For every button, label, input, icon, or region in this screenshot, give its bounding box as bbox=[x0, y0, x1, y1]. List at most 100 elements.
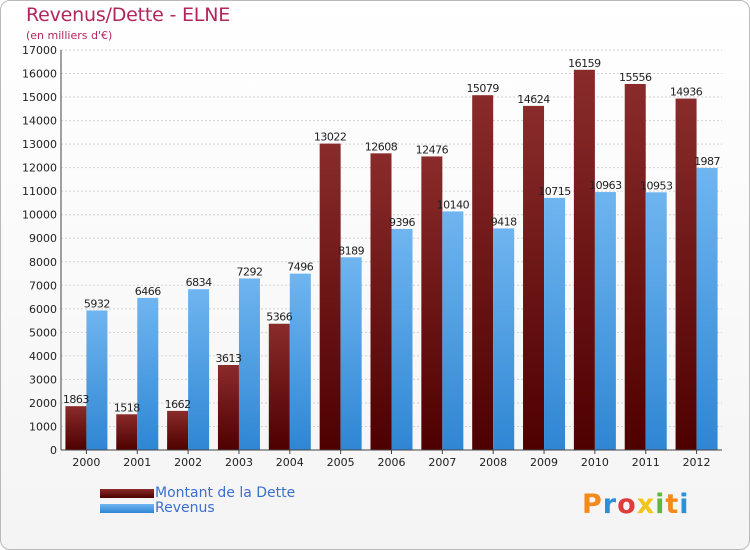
x-tick-label: 2001 bbox=[123, 456, 151, 469]
bar-label-debt: 15556 bbox=[619, 71, 652, 84]
bar-debt bbox=[65, 406, 87, 450]
bar-label-revenue: 9396 bbox=[389, 216, 415, 229]
y-tick-label: 9000 bbox=[29, 232, 57, 245]
bar-revenue bbox=[493, 228, 515, 450]
y-tick-label: 7000 bbox=[29, 279, 57, 292]
bar-revenue bbox=[544, 197, 566, 450]
logo-letter: i bbox=[655, 489, 666, 520]
bar-revenue bbox=[86, 310, 108, 450]
bar-label-revenue: 7496 bbox=[287, 261, 313, 274]
bar-revenue bbox=[594, 192, 616, 450]
y-tick-label: 1000 bbox=[29, 420, 57, 433]
x-tick-label: 2008 bbox=[479, 456, 507, 469]
legend-swatch-debt bbox=[100, 489, 154, 498]
y-tick-label: 10000 bbox=[22, 209, 57, 222]
bar-revenue bbox=[188, 289, 210, 450]
bar-label-revenue: 6466 bbox=[135, 285, 161, 298]
bar-revenue bbox=[442, 211, 464, 450]
bar-debt bbox=[573, 69, 595, 450]
bar-label-debt: 14624 bbox=[517, 93, 550, 106]
x-tick-label: 2007 bbox=[428, 456, 456, 469]
x-tick-label: 2012 bbox=[683, 456, 711, 469]
x-tick-label: 2005 bbox=[327, 456, 355, 469]
bar-revenue bbox=[137, 297, 159, 450]
y-tick-label: 3000 bbox=[29, 373, 57, 386]
y-tick-label: 17000 bbox=[22, 44, 57, 57]
bar-label-debt: 3613 bbox=[215, 352, 241, 365]
bar-label-revenue: 10715 bbox=[538, 185, 571, 198]
bar-label-debt: 12476 bbox=[416, 143, 449, 156]
legend-swatch-revenue bbox=[100, 504, 154, 513]
bar-debt bbox=[167, 410, 189, 450]
bar-debt bbox=[523, 105, 545, 450]
bar-label-revenue: 10953 bbox=[640, 179, 673, 192]
bar-revenue bbox=[238, 278, 260, 450]
bar-label-debt: 1863 bbox=[63, 393, 89, 406]
bar-debt bbox=[116, 414, 138, 450]
bar-debt bbox=[217, 364, 239, 450]
bar-revenue bbox=[340, 257, 362, 450]
x-tick-label: 2010 bbox=[581, 456, 609, 469]
x-tick-label: 2011 bbox=[632, 456, 660, 469]
legend-label-revenue: Revenus bbox=[155, 500, 215, 516]
bar-label-debt: 14936 bbox=[670, 86, 703, 99]
y-tick-label: 0 bbox=[50, 444, 57, 457]
x-tick-label: 2002 bbox=[174, 456, 202, 469]
logo-letter: P bbox=[582, 489, 603, 520]
axes bbox=[60, 50, 722, 451]
y-tick-label: 14000 bbox=[22, 115, 57, 128]
bar-debt bbox=[421, 156, 443, 450]
bar-label-debt: 15079 bbox=[466, 82, 499, 95]
proxiti-logo: Proxiti bbox=[582, 489, 690, 520]
bar-debt bbox=[268, 323, 290, 450]
bar-label-debt: 13022 bbox=[314, 131, 347, 144]
bar-labels: 1863 5932 1518 6466 1662 6834 3613 7292 5366 7496… bbox=[63, 57, 721, 414]
logo-letter: i bbox=[679, 489, 690, 520]
y-tick-label: 4000 bbox=[29, 350, 57, 363]
y-tick-label: 11000 bbox=[22, 185, 57, 198]
y-tick-label: 12000 bbox=[22, 162, 57, 175]
chart-subtitle: (en milliers d'€) bbox=[26, 29, 113, 42]
bar-revenue bbox=[645, 192, 667, 450]
logo-letter: t bbox=[665, 489, 680, 520]
bar-label-revenue: 9418 bbox=[491, 215, 517, 228]
bar-label-revenue: 8189 bbox=[338, 244, 364, 257]
bar-debt bbox=[472, 95, 494, 450]
x-tick-label: 2000 bbox=[72, 456, 100, 469]
y-tick-label: 2000 bbox=[29, 397, 57, 410]
y-tick-label: 13000 bbox=[22, 138, 57, 151]
bar-label-revenue: 10963 bbox=[589, 179, 622, 192]
bar-label-revenue: 1987 bbox=[694, 155, 720, 168]
logo-letter: o bbox=[617, 489, 637, 520]
y-tick-label: 6000 bbox=[29, 303, 57, 316]
y-tick-label: 8000 bbox=[29, 256, 57, 269]
bar-revenue bbox=[391, 228, 413, 450]
bar-label-revenue: 6834 bbox=[186, 276, 212, 289]
y-tick-label: 15000 bbox=[22, 91, 57, 104]
bar-revenue bbox=[289, 273, 311, 450]
chart-title: Revenus/Dette - ELNE bbox=[26, 4, 231, 26]
bar-debt bbox=[370, 153, 392, 450]
legend-label-debt: Montant de la Dette bbox=[155, 485, 296, 501]
x-tick-label: 2003 bbox=[225, 456, 253, 469]
bar-debt bbox=[624, 83, 646, 450]
x-tick-label: 2006 bbox=[378, 456, 406, 469]
bar-label-debt: 5366 bbox=[266, 311, 292, 324]
x-tick-label: 2004 bbox=[276, 456, 304, 469]
y-tick-label: 16000 bbox=[22, 68, 57, 81]
bar-label-revenue: 5932 bbox=[84, 297, 110, 310]
bars bbox=[65, 69, 718, 451]
x-tick-label: 2009 bbox=[530, 456, 558, 469]
logo-letter: x bbox=[636, 489, 656, 520]
y-tick-label: 5000 bbox=[29, 326, 57, 339]
y-axis-ticks: 0 1000 2000 3000 4000 5000 6000 7000 8000 9000 100… bbox=[22, 44, 57, 457]
logo-letter: r bbox=[602, 489, 618, 520]
bar-revenue bbox=[696, 167, 718, 450]
bar-label-revenue: 7292 bbox=[236, 265, 262, 278]
bar-debt bbox=[675, 98, 697, 451]
x-axis-ticks: 2000 2001 2002 2003 2004 2005 2006 2007 2008 2009… bbox=[72, 450, 711, 469]
bar-label-debt: 12608 bbox=[365, 140, 398, 153]
bar-label-debt: 1518 bbox=[114, 401, 140, 414]
bar-label-debt: 16159 bbox=[568, 57, 601, 70]
